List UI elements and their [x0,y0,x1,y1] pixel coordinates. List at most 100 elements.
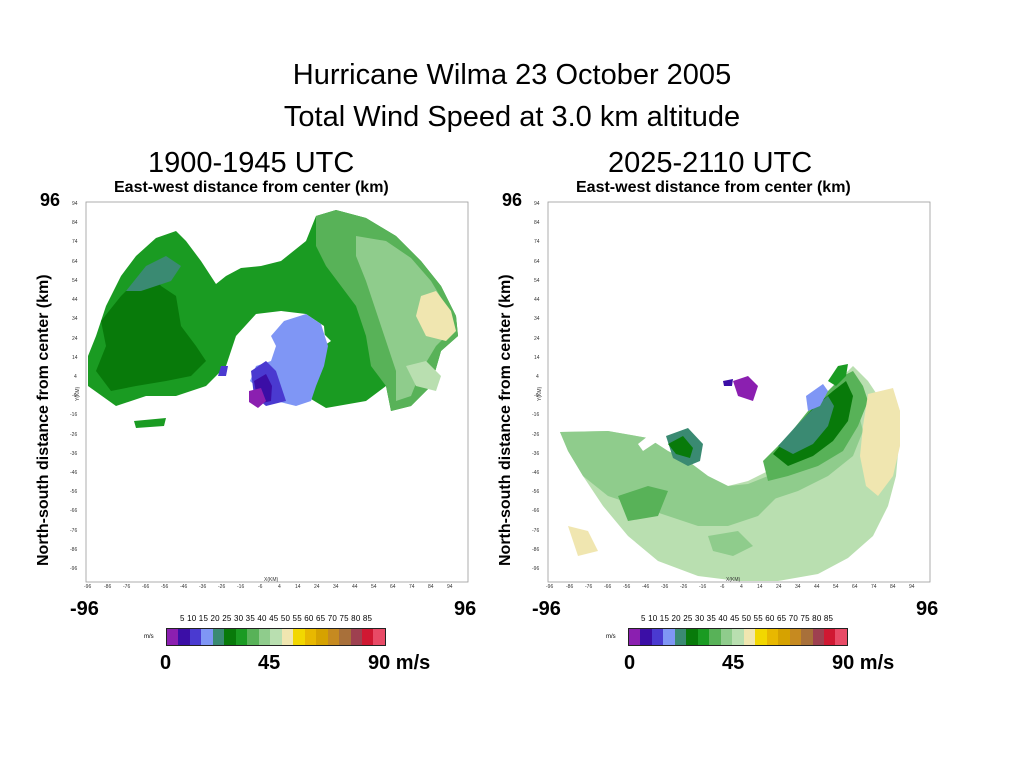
x-right-label: 96 [454,598,477,620]
wind-field-right [560,364,900,581]
color-swatch [835,629,847,645]
svg-text:84: 84 [534,220,540,226]
color-swatch [373,629,385,645]
color-swatch [823,629,836,645]
svg-text:-6: -6 [72,393,77,399]
color-swatch [361,629,374,645]
svg-text:34: 34 [534,316,540,322]
svg-text:-46: -46 [180,584,187,590]
x-tick-labels: -96 -86 -76 -66 -56 -46 -36 -26 -16 -6 4 14 24 34 44… [546,584,915,590]
svg-text:-16: -16 [532,412,539,418]
svg-text:84: 84 [72,220,78,226]
legend-label-45: 45 [722,652,745,674]
color-swatch [178,629,190,645]
plot-frame [547,201,931,583]
svg-text:24: 24 [776,584,782,590]
color-swatch [293,629,305,645]
svg-text:54: 54 [72,278,78,284]
svg-text:64: 64 [390,584,396,590]
svg-text:44: 44 [534,297,540,303]
svg-text:24: 24 [72,336,78,342]
svg-text:94: 94 [447,584,453,590]
svg-text:-56: -56 [70,489,77,495]
color-swatch [167,629,179,645]
y-tick-labels: 94 84 74 64 54 44 34 24 14 4 -6 -16 -26 -36 -46 -56 -… [532,201,540,572]
svg-text:94: 94 [72,201,78,207]
legend-label-0: 0 [624,652,636,674]
color-bar-left [166,628,386,646]
svg-text:-16: -16 [70,412,77,418]
color-swatch [789,629,802,645]
svg-text:-36: -36 [70,451,77,457]
svg-text:-76: -76 [70,528,77,534]
title-line-2: Total Wind Speed at 3.0 km altitude [283,101,741,133]
svg-text:-36: -36 [199,584,206,590]
svg-text:54: 54 [371,584,377,590]
svg-text:74: 74 [72,239,78,245]
svg-text:-46: -46 [70,470,77,476]
svg-text:4: 4 [74,374,77,380]
color-swatch [189,629,202,645]
color-swatch [732,629,744,645]
svg-text:84: 84 [890,584,896,590]
color-swatch [629,629,641,645]
svg-text:-56: -56 [161,584,168,590]
color-swatch [235,629,248,645]
inner-y-label: Y(KM) [537,387,543,402]
color-swatch [743,629,756,645]
color-swatch [327,629,340,645]
legend-label-45: 45 [258,652,281,674]
title-line-1: Hurricane Wilma 23 October 2005 [292,59,732,91]
svg-text:74: 74 [871,584,877,590]
svg-text:94: 94 [909,584,915,590]
y-axis-title: North-south distance from center (km) [35,274,52,566]
color-swatch [281,629,294,645]
color-swatch [247,629,259,645]
legend-unit: m/s [606,634,616,640]
legend-label-90: 90 m/s [368,652,431,674]
svg-text:-16: -16 [237,584,244,590]
svg-text:-6: -6 [720,584,725,590]
inner-x-label: X(KM) [726,577,741,583]
svg-text:-86: -86 [566,584,573,590]
svg-text:34: 34 [333,584,339,590]
svg-text:44: 44 [814,584,820,590]
color-swatch [720,629,733,645]
color-swatch [350,629,362,645]
svg-text:-66: -66 [70,508,77,514]
svg-text:-66: -66 [604,584,611,590]
svg-text:64: 64 [534,259,540,265]
legend-label-90: 90 m/s [832,652,895,674]
svg-text:-6: -6 [258,584,263,590]
svg-text:74: 74 [534,239,540,245]
legend-label-0: 0 [160,652,172,674]
inner-y-label: Y(KM) [75,387,81,402]
x-left-label: -96 [532,598,561,620]
svg-text:-96: -96 [84,584,91,590]
svg-text:-96: -96 [70,566,77,572]
color-swatch [270,629,282,645]
svg-text:-26: -26 [70,432,77,438]
svg-text:64: 64 [852,584,858,590]
color-swatch [224,629,236,645]
color-swatch [663,629,675,645]
svg-text:4: 4 [536,374,539,380]
svg-text:-16: -16 [699,584,706,590]
svg-text:24: 24 [534,336,540,342]
svg-text:-76: -76 [585,584,592,590]
svg-text:-6: -6 [534,393,539,399]
svg-text:-46: -46 [532,470,539,476]
svg-text:-76: -76 [532,528,539,534]
svg-text:14: 14 [295,584,301,590]
svg-text:34: 34 [795,584,801,590]
svg-text:-26: -26 [532,432,539,438]
svg-text:-96: -96 [546,584,553,590]
color-swatch [778,629,790,645]
svg-text:-86: -86 [70,547,77,553]
color-bar-right [628,628,848,646]
svg-text:-36: -36 [661,584,668,590]
svg-text:24: 24 [314,584,320,590]
svg-text:84: 84 [428,584,434,590]
